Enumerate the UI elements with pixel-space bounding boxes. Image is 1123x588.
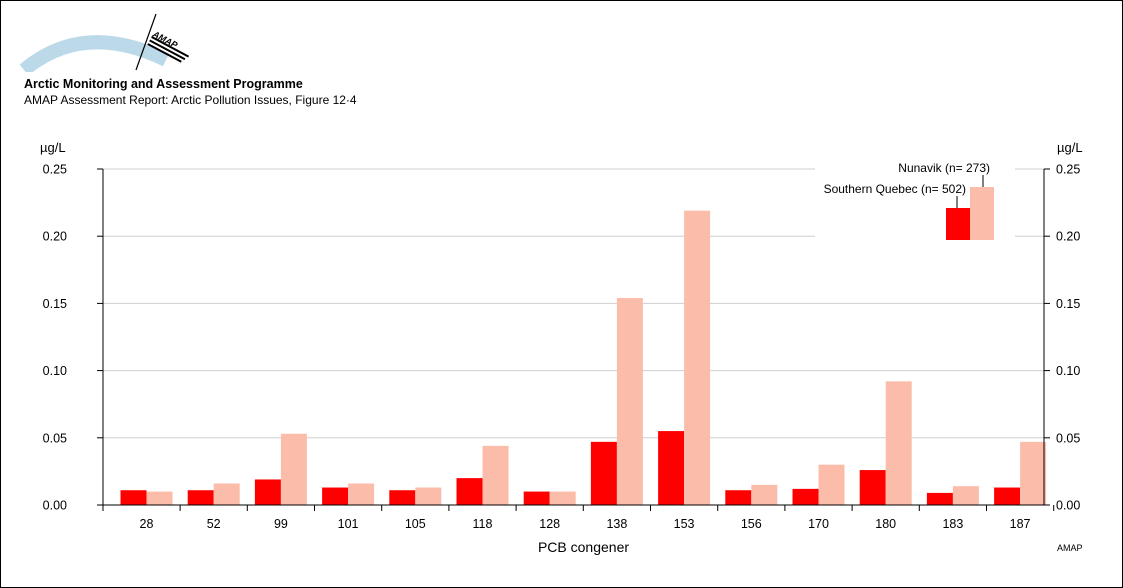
y-tick-label-left: 0.05 bbox=[43, 431, 67, 445]
bar-nunavik bbox=[818, 464, 845, 505]
legend-label-southern-quebec: Southern Quebec (n= 502) bbox=[824, 182, 966, 196]
x-tick-label: 180 bbox=[875, 517, 896, 531]
ticks: 0.00 0.00 0.05 0.05 0.10 0.10 0.15 0.15 0.20 0.20… bbox=[43, 163, 1081, 532]
y-axis-label-right: µg/L bbox=[1057, 140, 1083, 155]
logo-arc bbox=[20, 35, 170, 72]
x-tick-label: 99 bbox=[274, 517, 288, 531]
x-tick-label: 105 bbox=[405, 517, 426, 531]
x-axis-label: PCB congener bbox=[538, 539, 629, 555]
bar-southern-quebec bbox=[254, 479, 281, 505]
y-tick-label-left: 0.15 bbox=[43, 297, 67, 311]
bar-nunavik bbox=[482, 445, 509, 505]
bar-southern-quebec bbox=[658, 431, 685, 505]
bar-nunavik bbox=[213, 483, 240, 505]
x-tick-label: 183 bbox=[942, 517, 963, 531]
legend: Nunavik (n= 273) Southern Quebec (n= 502) bbox=[824, 161, 994, 240]
x-tick-label: 156 bbox=[741, 517, 762, 531]
legend-swatch-nunavik bbox=[970, 187, 994, 240]
bar-nunavik bbox=[348, 483, 375, 505]
y-tick-label-right: 0.25 bbox=[1056, 163, 1080, 177]
y-tick-label-left: 0.00 bbox=[43, 499, 67, 513]
y-tick-label-right: 0.15 bbox=[1056, 297, 1080, 311]
bar-nunavik bbox=[549, 491, 576, 505]
bar-nunavik bbox=[280, 433, 307, 505]
bar-southern-quebec bbox=[523, 491, 550, 505]
y-axis-label-left: µg/L bbox=[40, 140, 66, 155]
x-tick-label: 118 bbox=[473, 517, 493, 531]
y-tick-label-right: 0.20 bbox=[1056, 230, 1080, 244]
bar-southern-quebec bbox=[725, 490, 752, 505]
legend-swatch-southern-quebec bbox=[946, 208, 970, 240]
bar-nunavik bbox=[1020, 441, 1047, 505]
bar-nunavik bbox=[885, 381, 912, 505]
y-tick-label-right: 0.00 bbox=[1056, 499, 1080, 513]
y-tick-label-right: 0.10 bbox=[1056, 364, 1080, 378]
bar-nunavik bbox=[616, 298, 643, 505]
bar-southern-quebec bbox=[859, 470, 886, 505]
bars bbox=[120, 210, 1047, 505]
x-tick-label: 138 bbox=[606, 517, 627, 531]
bar-nunavik bbox=[415, 487, 442, 505]
x-tick-label: 170 bbox=[808, 517, 829, 531]
x-tick-label: 52 bbox=[207, 517, 221, 531]
org-title: Arctic Monitoring and Assessment Program… bbox=[24, 77, 303, 91]
bar-nunavik bbox=[751, 484, 778, 505]
bar-southern-quebec bbox=[389, 490, 416, 505]
x-tick-label: 187 bbox=[1010, 517, 1031, 531]
logo-lines bbox=[147, 36, 190, 63]
legend-label-nunavik: Nunavik (n= 273) bbox=[898, 161, 990, 175]
x-tick-label: 101 bbox=[338, 517, 359, 531]
logo-slash bbox=[135, 13, 157, 71]
axes: µg/L µg/L PCB congener bbox=[40, 140, 1083, 555]
bar-nunavik bbox=[952, 486, 979, 505]
x-tick-label: 153 bbox=[674, 517, 695, 531]
bar-southern-quebec bbox=[994, 487, 1021, 505]
bar-southern-quebec bbox=[322, 487, 349, 505]
y-tick-label-left: 0.25 bbox=[43, 163, 67, 177]
source-credit: AMAP bbox=[1057, 543, 1083, 553]
x-tick-label: 28 bbox=[140, 517, 154, 531]
bar-southern-quebec bbox=[926, 492, 953, 505]
bar-nunavik bbox=[146, 491, 173, 505]
y-tick-label-left: 0.10 bbox=[43, 364, 67, 378]
y-tick-label-left: 0.20 bbox=[43, 230, 67, 244]
y-tick-label-right: 0.05 bbox=[1056, 431, 1080, 445]
report-title: AMAP Assessment Report: Arctic Pollution… bbox=[24, 93, 357, 107]
amap-logo: AMAP bbox=[20, 13, 190, 72]
bar-nunavik bbox=[684, 210, 711, 505]
bar-southern-quebec bbox=[792, 488, 819, 505]
x-tick-label: 128 bbox=[539, 517, 560, 531]
bar-southern-quebec bbox=[187, 490, 214, 505]
bar-southern-quebec bbox=[590, 441, 617, 505]
bar-southern-quebec bbox=[120, 490, 147, 505]
bar-southern-quebec bbox=[456, 478, 483, 505]
